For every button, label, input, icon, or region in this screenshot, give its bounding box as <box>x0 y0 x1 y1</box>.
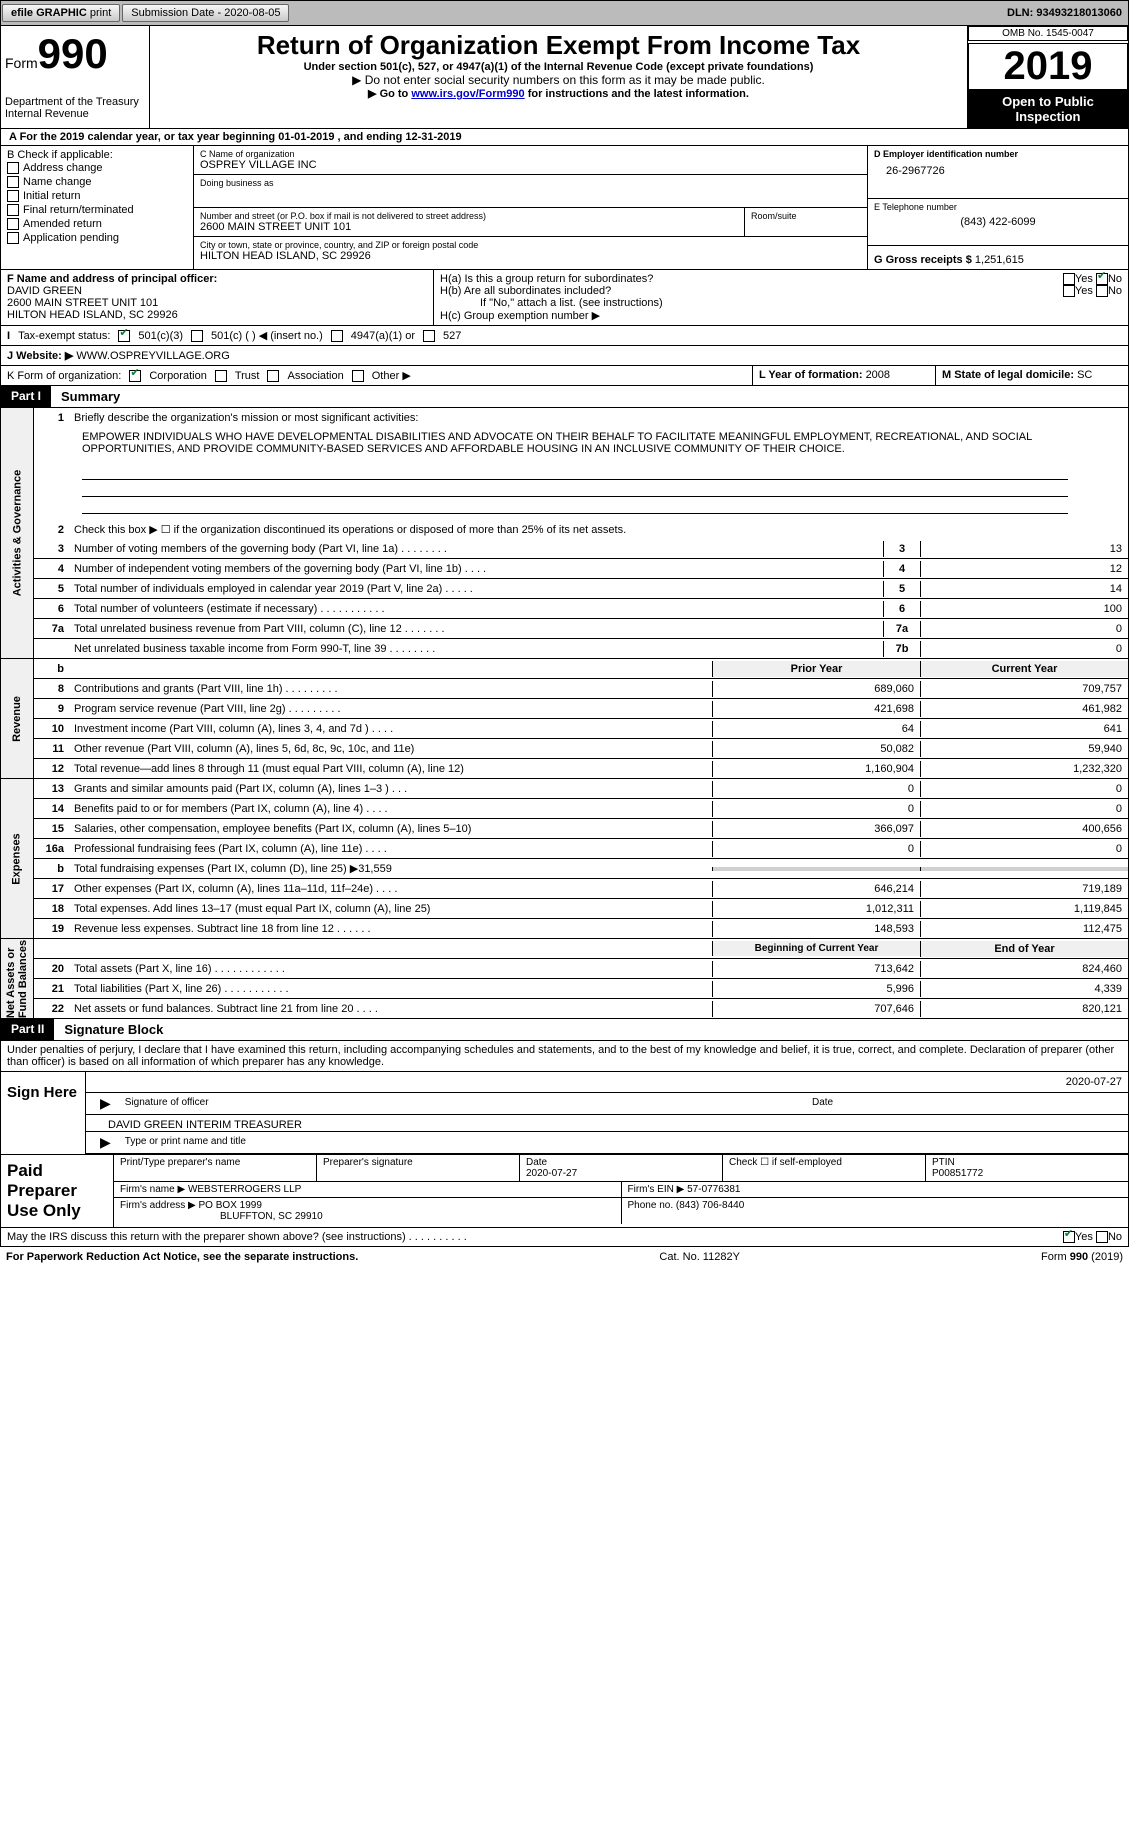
net-label: Net Assets orFund Balances <box>5 940 29 1018</box>
gross-label: G Gross receipts $ <box>874 254 975 266</box>
taxex-row: I Tax-exempt status: 501(c)(3) 501(c) ( … <box>0 326 1129 346</box>
phone: (843) 422-6099 <box>874 212 1122 228</box>
officer-label: F Name and address of principal officer: <box>7 273 427 285</box>
checkbox[interactable] <box>7 176 19 188</box>
checkbox[interactable] <box>7 190 19 202</box>
checkbox[interactable] <box>7 232 19 244</box>
website[interactable]: WWW.OSPREYVILLAGE.ORG <box>76 350 229 362</box>
ag-label: Activities & Governance <box>11 470 23 597</box>
ein: 26-2967726 <box>874 159 1122 183</box>
open-inspection: Open to Public Inspection <box>968 90 1128 128</box>
phone-label: E Telephone number <box>874 202 1122 212</box>
form-subtitle: Under section 501(c), 527, or 4947(a)(1)… <box>154 61 963 73</box>
omb-number: OMB No. 1545-0047 <box>968 26 1128 41</box>
expenses-block: Expenses 13Grants and similar amounts pa… <box>0 779 1129 939</box>
name-label: C Name of organization <box>200 149 861 159</box>
footer: For Paperwork Reduction Act Notice, see … <box>0 1247 1129 1267</box>
addr-label: Number and street (or P.O. box if mail i… <box>200 211 738 221</box>
checkbox-label: Initial return <box>23 190 80 202</box>
tax-period: A For the 2019 calendar year, or tax yea… <box>0 129 1129 146</box>
checkbox[interactable] <box>7 218 19 230</box>
tax-year: 2019 <box>968 43 1128 90</box>
city-label: City or town, state or province, country… <box>200 240 861 250</box>
officer-addr1: 2600 MAIN STREET UNIT 101 <box>7 297 427 309</box>
checkbox[interactable] <box>7 162 19 174</box>
form-header: Form990 Department of the Treasury Inter… <box>0 26 1129 129</box>
org-name: OSPREY VILLAGE INC <box>200 159 861 171</box>
part1-header: Part ISummary <box>0 386 1129 408</box>
may-discuss: May the IRS discuss this return with the… <box>0 1228 1129 1247</box>
mission-text: EMPOWER INDIVIDUALS WHO HAVE DEVELOPMENT… <box>34 427 1128 459</box>
checkbox-label: Application pending <box>23 232 119 244</box>
hc-label: H(c) Group exemption number ▶ <box>440 309 1122 322</box>
irs-link[interactable]: www.irs.gov/Form990 <box>411 88 524 100</box>
net-assets-block: Net Assets orFund Balances Beginning of … <box>0 939 1129 1019</box>
bullet-goto: ▶ Go to www.irs.gov/Form990 for instruct… <box>154 87 963 100</box>
checkbox[interactable] <box>7 204 19 216</box>
part2-header: Part IISignature Block <box>0 1019 1129 1041</box>
declaration: Under penalties of perjury, I declare th… <box>1 1041 1128 1072</box>
form-number: Form990 <box>5 30 145 78</box>
org-city: HILTON HEAD ISLAND, SC 29926 <box>200 250 861 262</box>
submission-date: Submission Date - 2020-08-05 <box>122 4 289 22</box>
checkbox-label: Name change <box>23 176 92 188</box>
website-row: J Website: ▶ WWW.OSPREYVILLAGE.ORG <box>0 346 1129 366</box>
header-block-fh: F Name and address of principal officer:… <box>0 270 1129 326</box>
activities-governance: Activities & Governance 1Briefly describ… <box>0 408 1129 659</box>
ha-label: H(a) Is this a group return for subordin… <box>440 273 1063 285</box>
bullet-no-ssn: ▶ Do not enter social security numbers o… <box>154 73 963 87</box>
officer-name: DAVID GREEN <box>7 285 427 297</box>
dln: DLN: 93493218013060 <box>1001 5 1128 21</box>
dept-treasury: Department of the Treasury Internal Reve… <box>5 96 145 120</box>
top-toolbar: efile GRAPHIC print Submission Date - 20… <box>0 0 1129 26</box>
signature-block: Under penalties of perjury, I declare th… <box>0 1041 1129 1155</box>
checkbox-label: Final return/terminated <box>23 204 134 216</box>
h-note: If "No," attach a list. (see instruction… <box>440 297 1122 309</box>
checkbox-label: Address change <box>23 162 103 174</box>
expenses-label: Expenses <box>11 833 23 884</box>
org-address: 2600 MAIN STREET UNIT 101 <box>200 221 738 233</box>
form-title: Return of Organization Exempt From Incom… <box>154 30 963 61</box>
ein-label: D Employer identification number <box>874 149 1122 159</box>
checkbox-label: Amended return <box>23 218 102 230</box>
klm-row: K Form of organization: Corporation Trus… <box>0 366 1129 386</box>
dba-label: Doing business as <box>200 178 861 188</box>
boxb-label: B Check if applicable: <box>7 149 187 161</box>
officer-addr2: HILTON HEAD ISLAND, SC 29926 <box>7 309 427 321</box>
efile-button[interactable]: efile GRAPHIC print <box>2 4 120 22</box>
preparer-block: Paid Preparer Use Only Print/Type prepar… <box>0 1155 1129 1228</box>
revenue-label: Revenue <box>11 696 23 742</box>
hb-label: H(b) Are all subordinates included? <box>440 285 1063 297</box>
gross-receipts: 1,251,615 <box>975 254 1024 266</box>
room-label: Room/suite <box>751 211 861 221</box>
revenue-block: Revenue bPrior YearCurrent Year 8Contrib… <box>0 659 1129 779</box>
header-block-bcdeg: B Check if applicable: Address change Nam… <box>0 146 1129 270</box>
